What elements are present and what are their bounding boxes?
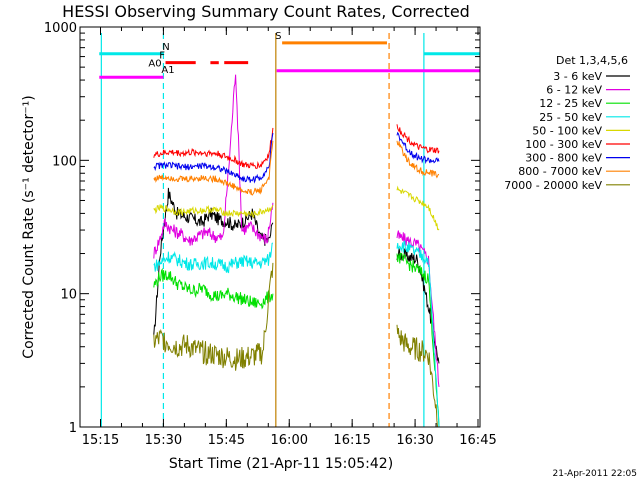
x-tick-label: 15:30	[145, 433, 182, 448]
series-12-25-kev-seg-1	[153, 267, 274, 310]
legend-label: 800 - 7000 keV	[518, 165, 602, 178]
series-25-50-kev-seg-1	[153, 242, 274, 274]
series-800-7000-kev-seg-2	[396, 140, 440, 179]
y-tick-label: 1000	[44, 21, 77, 36]
y-tick-label: 10	[60, 288, 77, 303]
series-50-100-kev-seg-2	[396, 185, 440, 231]
legend-label: 300 - 800 keV	[525, 152, 602, 165]
x-tick-label: 16:00	[271, 433, 308, 448]
series-300-800-kev-seg-2	[396, 131, 440, 165]
series-800-7000-kev-seg-1	[153, 140, 274, 196]
legend-label: 100 - 300 keV	[525, 138, 602, 151]
series-300-800-kev-seg-1	[153, 133, 274, 184]
series-6-12-kev-seg-2	[396, 230, 440, 387]
series-layer	[153, 74, 440, 427]
series-7000-20000-kev-seg-1	[153, 262, 274, 371]
chart-title: HESSI Observing Summary Count Rates, Cor…	[62, 2, 470, 21]
x-tick-label: 15:45	[208, 433, 245, 448]
y-tick-label: 100	[52, 154, 77, 169]
legend-header: Det 1,3,4,5,6	[556, 54, 628, 67]
state-label-a1: A1	[161, 65, 174, 76]
state-label-n: N	[162, 42, 169, 53]
series-50-100-kev-seg-1	[153, 204, 274, 219]
series-7000-20000-kev-seg-2	[396, 324, 439, 427]
series-25-50-kev-seg-2	[396, 240, 440, 427]
series-100-300-kev-seg-1	[153, 127, 274, 169]
series-3-6-kev-seg-1	[153, 187, 274, 335]
legend-label: 25 - 50 keV	[539, 111, 602, 124]
y-tick-label: 1	[69, 421, 77, 436]
series-100-300-kev-seg-2	[396, 124, 440, 154]
axes: 15:15 15:30 15:45 16:00 16:15 16:30 16:45 1 10 10…	[44, 21, 497, 448]
legend-label: 12 - 25 keV	[539, 97, 602, 110]
legend-label: 3 - 6 keV	[553, 70, 602, 83]
x-tick-label: 16:45	[459, 433, 496, 448]
y-axis-label: Corrected Count Rate (s⁻¹ detector⁻¹)	[21, 95, 37, 358]
x-tick-label: 16:15	[333, 433, 370, 448]
legend-label: 50 - 100 keV	[532, 124, 602, 137]
x-axis-label: Start Time (21-Apr-11 15:05:42)	[169, 456, 393, 472]
state-label-s: S	[275, 31, 281, 42]
series-6-12-kev-seg-1	[153, 74, 274, 259]
legend-label: 6 - 12 keV	[546, 84, 602, 97]
x-tick-label: 16:30	[396, 433, 433, 448]
plot-frame	[79, 26, 481, 428]
state-label-a0: A0	[148, 59, 161, 70]
vlines	[100, 33, 425, 427]
legend-label: 7000 - 20000 keV	[504, 179, 602, 192]
state-label-f: F	[159, 51, 165, 62]
x-tick-label: 15:15	[82, 433, 119, 448]
series-12-25-kev-seg-2	[396, 252, 440, 427]
timestamp-footer: 21-Apr-2011 22:05	[553, 469, 637, 479]
